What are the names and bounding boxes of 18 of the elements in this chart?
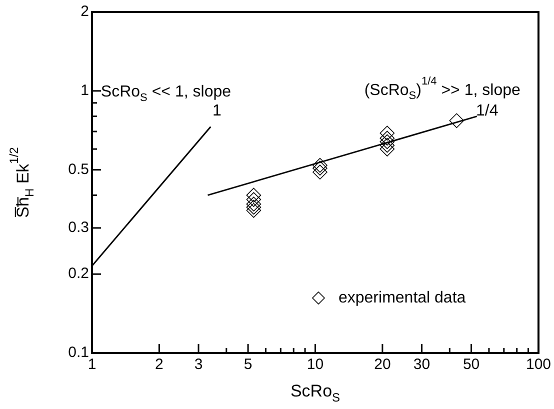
x-tick-label: 100 [526,356,551,374]
y-tick-label: 2 [80,3,89,20]
x-tick-label: 50 [462,356,480,374]
y-tick-label: 0.2 [68,265,89,282]
y-axis-title: S̅h̅H Ek1/2 [6,146,36,218]
x-tick-label: 3 [194,356,203,374]
y-tick-label: 0.3 [68,219,89,236]
x-tick-label: 10 [306,356,324,374]
x-tick-label: 20 [374,356,391,374]
annotation: 1 [212,102,222,120]
y-tick-label: 0.1 [68,344,89,362]
annotation: 1/4 [476,102,498,120]
y-tick-label: 1 [80,82,89,100]
x-tick-label: 2 [155,356,164,374]
legend-label: experimental data [338,289,466,306]
y-tick-label: 0.5 [68,160,89,178]
x-tick-label: 30 [413,356,430,374]
x-tick-label: 5 [244,356,252,374]
